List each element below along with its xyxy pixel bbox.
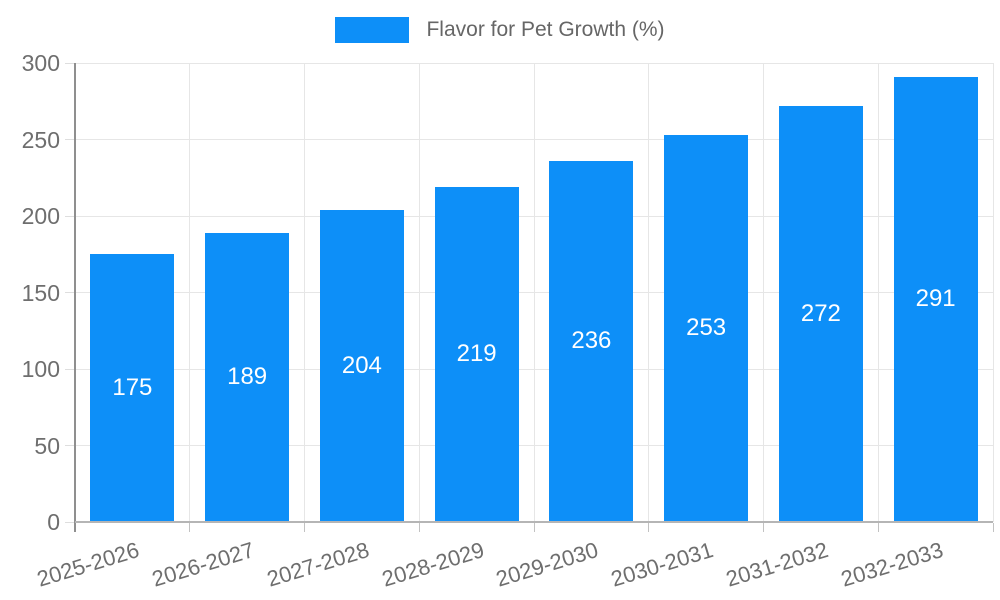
legend-label: Flavor for Pet Growth (%) xyxy=(426,18,665,41)
x-axis-tick-mark xyxy=(189,523,191,532)
x-axis-tick-label: 2027-2028 xyxy=(263,537,372,592)
bar[interactable] xyxy=(893,76,978,522)
x-axis-tick-mark xyxy=(877,523,879,532)
y-axis-tick-mark xyxy=(65,445,75,446)
y-axis-tick-mark xyxy=(65,368,75,370)
bar-value-label: 204 xyxy=(341,351,382,379)
bar-value-label: 236 xyxy=(571,327,612,355)
y-axis-tick-label: 300 xyxy=(21,50,60,76)
x-axis-tick-mark xyxy=(418,523,420,532)
x-axis-tick-label: 2025-2026 xyxy=(34,537,143,592)
gridline-vertical xyxy=(189,63,191,522)
gridline-vertical xyxy=(877,63,879,522)
y-axis-tick-label: 250 xyxy=(21,126,60,153)
y-axis-tick-mark xyxy=(65,139,75,140)
bar-value-label: 219 xyxy=(456,340,497,368)
bar-value-label: 291 xyxy=(915,285,956,313)
x-axis-line xyxy=(75,521,993,523)
x-axis-tick-mark xyxy=(533,523,535,532)
y-axis-tick-mark xyxy=(65,62,75,64)
bar-value-label: 272 xyxy=(800,299,841,327)
x-axis-tick-label: 2028-2029 xyxy=(378,537,487,592)
bar-value-label: 175 xyxy=(112,374,153,402)
legend-swatch xyxy=(335,17,410,43)
y-axis-tick-label: 100 xyxy=(21,356,60,382)
y-axis-tick-label: 50 xyxy=(34,432,60,459)
x-axis-tick-label: 2032-2033 xyxy=(837,537,946,592)
bar[interactable] xyxy=(205,232,290,522)
bar[interactable] xyxy=(319,209,404,522)
bar[interactable] xyxy=(434,186,519,522)
legend-item[interactable]: Flavor for Pet Growth (%) xyxy=(0,17,1000,43)
bar-value-label: 253 xyxy=(686,314,727,342)
y-axis-line xyxy=(74,63,76,532)
y-axis-tick-mark xyxy=(65,521,75,523)
bar[interactable] xyxy=(549,160,634,522)
x-axis-tick-mark xyxy=(763,523,764,532)
x-axis-tick-label: 2031-2032 xyxy=(722,537,831,592)
x-axis-tick-label: 2029-2030 xyxy=(493,537,602,592)
gridline-vertical xyxy=(418,63,420,522)
y-axis-tick-mark xyxy=(65,215,75,217)
bar-value-label: 189 xyxy=(227,363,268,391)
y-axis-tick-label: 0 xyxy=(47,509,60,535)
x-axis-tick-label: 2030-2031 xyxy=(608,537,717,592)
bar[interactable] xyxy=(90,254,175,522)
gridline-vertical xyxy=(533,63,535,522)
gridline-vertical xyxy=(763,63,764,522)
x-axis-tick-mark xyxy=(992,523,994,532)
gridline-vertical xyxy=(648,63,650,522)
x-axis-tick-mark xyxy=(304,523,305,532)
x-axis-tick-mark xyxy=(648,523,650,532)
y-axis-tick-label: 150 xyxy=(21,279,60,306)
y-axis-tick-label: 200 xyxy=(21,203,60,229)
bar[interactable] xyxy=(664,134,749,522)
bar[interactable] xyxy=(778,105,863,522)
x-axis-tick-label: 2026-2027 xyxy=(149,537,258,592)
y-axis-tick-mark xyxy=(65,292,75,293)
gridline-vertical xyxy=(992,63,994,522)
gridline-vertical xyxy=(304,63,305,522)
